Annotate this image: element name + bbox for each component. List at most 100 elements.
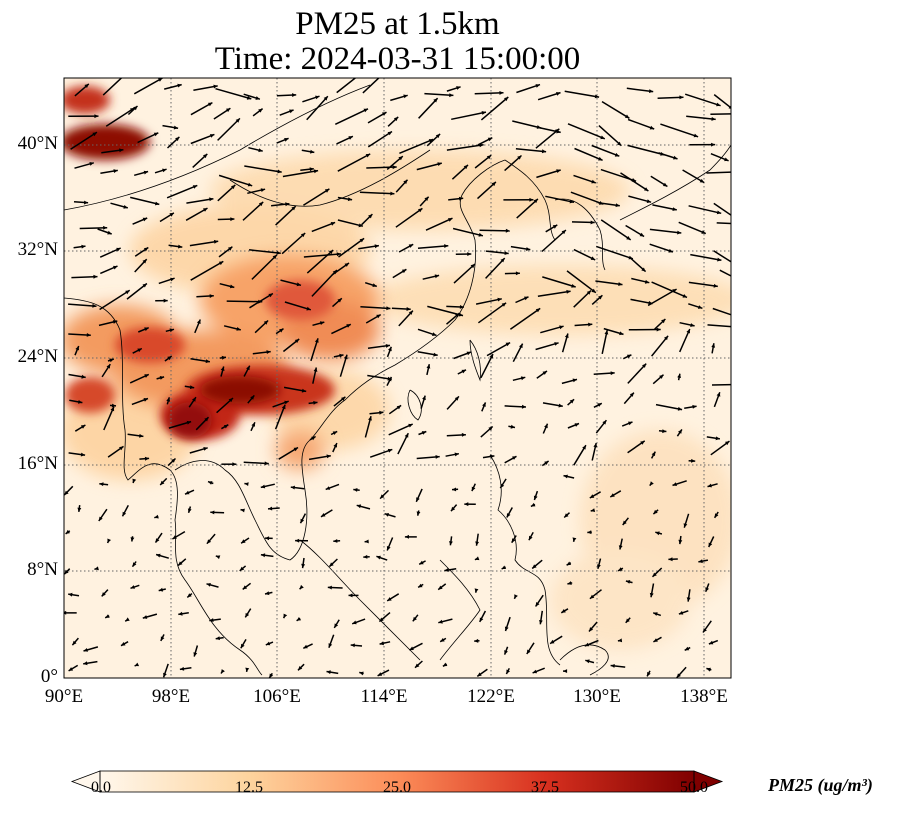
wind-arrow-head xyxy=(213,239,219,244)
wind-arrow-head xyxy=(641,267,646,272)
wind-arrow-shaft xyxy=(215,87,252,100)
wind-arrow-head xyxy=(415,663,420,668)
wind-arrow-head xyxy=(449,93,454,98)
wind-arrow-head xyxy=(678,610,684,615)
wind-arrow-head xyxy=(401,269,407,274)
wind-arrow-head xyxy=(385,68,389,72)
wind-arrow-head xyxy=(438,585,443,590)
wind-arrow-head xyxy=(242,585,248,590)
wind-arrow-head xyxy=(699,178,705,183)
wind-arrow-head xyxy=(505,228,510,233)
wind-arrow-head xyxy=(563,474,568,479)
wind-arrow-head xyxy=(625,618,630,623)
wind-arrow-head xyxy=(455,313,460,318)
wind-arrow-head xyxy=(365,153,371,158)
wind-arrow-shaft xyxy=(418,97,439,119)
wind-arrow-head xyxy=(173,125,179,130)
wind-arrow-head xyxy=(103,225,108,230)
wind-arrow-head xyxy=(327,585,332,590)
wind-arrow-head xyxy=(504,650,508,655)
wind-arrow-head xyxy=(377,672,383,676)
wind-arrow-head xyxy=(84,83,89,88)
wind-arrow-head xyxy=(419,560,424,565)
wind-arrow-head xyxy=(78,400,83,404)
wind-arrow-head xyxy=(614,152,620,157)
wind-arrow-head xyxy=(65,529,70,534)
wind-arrow-head xyxy=(301,563,306,569)
wind-arrow-head xyxy=(594,94,600,99)
wind-arrow-head xyxy=(698,559,703,564)
wind-arrow-head xyxy=(524,296,529,301)
wind-arrow-shaft xyxy=(651,335,669,357)
wind-arrow-head xyxy=(218,261,224,266)
wind-arrow-head xyxy=(521,404,526,409)
wind-arrow-head xyxy=(566,289,571,294)
wind-arrow-head xyxy=(456,86,461,90)
wind-arrow-head xyxy=(679,95,684,100)
wind-arrow-shaft xyxy=(366,166,397,169)
wind-arrow-head xyxy=(215,636,220,641)
wind-arrow-head xyxy=(564,333,569,338)
wind-arrow-head xyxy=(101,592,106,597)
wind-arrow-head xyxy=(489,354,493,359)
wind-arrow-head xyxy=(68,592,73,597)
wind-arrow-shaft xyxy=(249,292,274,309)
wind-arrow-head xyxy=(284,138,289,142)
wind-arrow-shaft xyxy=(566,270,597,294)
wind-arrow-shaft xyxy=(399,138,434,154)
lat-label-40n: 40°N xyxy=(17,133,58,154)
wind-arrow-head xyxy=(64,490,69,495)
wind-arrow-head xyxy=(506,669,510,674)
wind-arrow-head xyxy=(192,185,198,189)
wind-arrow-head xyxy=(707,483,712,488)
wind-arrow-head xyxy=(593,443,598,448)
wind-arrow-head xyxy=(717,257,722,262)
wind-arrow-shaft xyxy=(474,92,504,95)
wind-arrow-head xyxy=(556,169,561,173)
wind-arrow-head xyxy=(134,662,140,667)
wind-arrow-head xyxy=(315,95,320,100)
wind-arrow-head xyxy=(336,252,341,257)
wind-arrow-head xyxy=(466,351,472,356)
wind-arrow-shaft xyxy=(627,118,655,130)
wind-arrow-head xyxy=(585,659,590,664)
wind-arrow-shaft xyxy=(275,205,297,226)
wind-arrow-head xyxy=(651,451,656,457)
wind-arrow-head xyxy=(686,597,691,602)
wind-arrow-shaft xyxy=(105,107,135,127)
wind-arrow-head xyxy=(598,156,603,161)
wind-arrow-head xyxy=(550,639,555,644)
wind-arrow-head xyxy=(454,452,459,457)
wind-arrow-head xyxy=(119,446,124,451)
wind-arrow-head xyxy=(187,593,192,598)
wind-arrow-head xyxy=(125,290,130,295)
wind-arrow-head xyxy=(683,523,688,528)
lat-label-0: 0° xyxy=(40,666,58,687)
wind-arrow-head xyxy=(352,620,357,625)
wind-arrow-head xyxy=(541,149,547,154)
wind-arrow-head xyxy=(604,330,609,335)
wind-arrow-head xyxy=(416,511,421,516)
wind-arrow-head xyxy=(156,553,161,558)
wind-arrow-head xyxy=(343,354,348,360)
wind-arrow-head xyxy=(684,646,690,651)
wind-arrow-head xyxy=(649,481,654,486)
wind-arrow-head xyxy=(209,197,214,202)
wind-arrow-head xyxy=(628,421,633,426)
wind-arrow-shaft xyxy=(649,228,682,234)
wind-arrow-head xyxy=(618,282,623,286)
wind-arrow-shaft xyxy=(367,130,393,148)
wind-arrow-head xyxy=(706,667,711,672)
wind-arrow-head xyxy=(590,220,595,225)
wind-arrow-head xyxy=(109,358,114,363)
wind-arrow-head xyxy=(83,648,88,652)
wind-arrow-head xyxy=(309,167,314,172)
wind-arrow-head xyxy=(572,537,577,542)
wind-arrow-head xyxy=(530,502,536,507)
wind-arrow-head xyxy=(533,495,538,500)
wind-arrow-head xyxy=(552,224,558,229)
wind-arrow-head xyxy=(196,319,201,324)
wind-arrow-head xyxy=(619,331,624,336)
wind-arrow-shaft xyxy=(509,307,541,330)
gridlines xyxy=(64,78,731,678)
